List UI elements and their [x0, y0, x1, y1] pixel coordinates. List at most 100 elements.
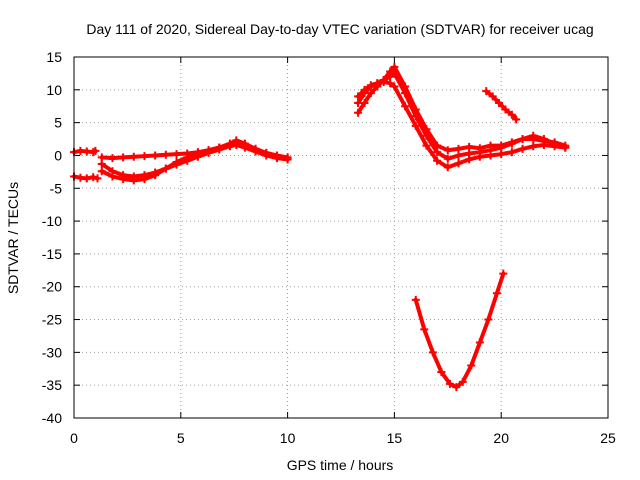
data-point [354, 108, 363, 117]
data-point [499, 269, 508, 278]
data-point [373, 79, 382, 88]
data-point [379, 77, 388, 86]
data-point [433, 156, 442, 165]
data-point [82, 174, 91, 183]
data-point [193, 149, 202, 158]
data-point [390, 69, 399, 78]
data-point [501, 105, 510, 114]
plot-frame [73, 56, 609, 419]
data-point [507, 139, 516, 148]
data-point [119, 153, 128, 162]
data-point [486, 151, 495, 160]
data-point [422, 131, 431, 140]
data-point [445, 379, 454, 388]
data-point [539, 140, 548, 149]
data-point [151, 171, 160, 180]
data-point [232, 136, 241, 145]
data-point [360, 85, 369, 94]
x-axis-label: GPS time / hours [287, 457, 394, 473]
data-point [89, 173, 98, 182]
data-point [354, 92, 363, 101]
data-point [482, 87, 491, 96]
x-tick-label: 5 [177, 430, 185, 446]
data-marks [70, 62, 570, 392]
data-point [225, 139, 234, 148]
data-point [140, 175, 149, 184]
data-point [561, 143, 570, 152]
data-point [518, 135, 527, 144]
data-point [240, 139, 249, 148]
data-point [467, 361, 476, 370]
data-point [411, 121, 420, 130]
x-tick-label: 15 [387, 430, 403, 446]
data-point [262, 149, 271, 158]
series-line-arc-9 [413, 271, 506, 390]
y-tick-label: -15 [42, 246, 62, 262]
data-point [119, 175, 128, 184]
data-point [401, 102, 410, 111]
data-point [454, 159, 463, 168]
data-point [91, 146, 100, 155]
y-tick-label: 10 [46, 82, 62, 98]
x-tick-label: 20 [493, 430, 509, 446]
y-tick-label: -40 [42, 410, 62, 426]
data-point [386, 79, 395, 88]
data-point [433, 148, 442, 157]
data-point [507, 148, 516, 157]
y-tick-label: -30 [42, 344, 62, 360]
y-tick-label: 15 [46, 49, 62, 65]
tick-labels: 0 5 10 15 20 25 15 10 5 0 -5 -10 -15 -20 -25 -30 -35 -40 [42, 49, 616, 446]
data-point [97, 167, 106, 176]
data-point [108, 172, 117, 181]
data-point [428, 348, 437, 357]
x-tick-label: 0 [70, 430, 78, 446]
data-point [390, 82, 399, 91]
y-tick-label: 0 [54, 147, 62, 163]
data-point [529, 131, 538, 140]
data-point [422, 141, 431, 150]
data-point [283, 155, 292, 164]
data-point [251, 144, 260, 153]
data-point [443, 163, 452, 172]
data-point [458, 377, 467, 386]
data-point [550, 142, 559, 151]
data-point [129, 176, 138, 185]
y-tick-label: -25 [42, 312, 62, 328]
data-point [129, 152, 138, 161]
data-point [437, 368, 446, 377]
data-point [492, 289, 501, 298]
data-point [183, 153, 192, 162]
data-point [475, 152, 484, 161]
data-point [529, 142, 538, 151]
data-point [204, 146, 213, 155]
data-point [512, 115, 521, 124]
y-tick-label: -10 [42, 213, 62, 229]
y-tick-label: -35 [42, 377, 62, 393]
y-tick-label: 5 [54, 115, 62, 131]
y-tick-label: -5 [50, 180, 63, 196]
data-point [497, 150, 506, 159]
data-point [411, 295, 420, 304]
data-point [507, 110, 516, 119]
data-point [411, 112, 420, 121]
data-point [93, 174, 102, 183]
data-point [443, 154, 452, 163]
data-point [420, 325, 429, 334]
data-point [495, 98, 504, 107]
data-point [475, 338, 484, 347]
x-tick-label: 10 [280, 430, 296, 446]
data-point [488, 92, 497, 101]
data-point [215, 143, 224, 152]
data-point [97, 159, 106, 168]
data-point [454, 151, 463, 160]
data-point [401, 89, 410, 98]
y-tick-label: -20 [42, 279, 62, 295]
data-point [366, 81, 375, 90]
data-point [452, 383, 461, 392]
y-axis-label: SDTVAR / TECUs [5, 182, 21, 294]
data-point [140, 152, 149, 161]
data-point [172, 158, 181, 167]
data-point [465, 155, 474, 164]
